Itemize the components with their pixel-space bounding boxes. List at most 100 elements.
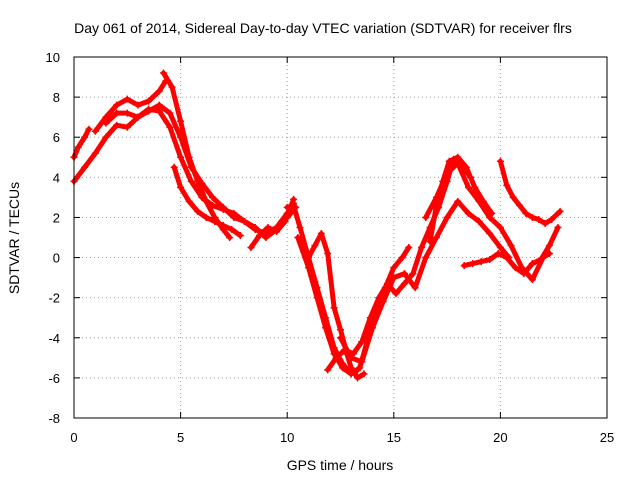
series-line	[248, 196, 297, 251]
data-point	[339, 364, 347, 372]
x-tick-label: 0	[70, 430, 77, 445]
data-point	[432, 193, 440, 201]
data-point	[177, 117, 185, 125]
data-point	[418, 244, 426, 252]
y-axis-label: SDTVAR / TECUs	[6, 182, 22, 294]
data-point	[366, 314, 374, 322]
data-point	[486, 213, 494, 221]
data-point	[528, 213, 536, 221]
series-track-7	[247, 195, 298, 252]
data-point	[422, 213, 430, 221]
data-point	[330, 304, 338, 312]
y-tick-label: 6	[53, 130, 60, 145]
data-point	[166, 109, 174, 117]
y-tick-label: -4	[48, 331, 60, 346]
data-point	[494, 250, 502, 258]
data-point	[251, 223, 259, 231]
data-point	[290, 195, 298, 203]
data-point	[390, 264, 398, 272]
data-point	[194, 177, 202, 185]
data-point	[91, 149, 99, 157]
data-point	[454, 153, 462, 161]
data-point	[247, 244, 255, 252]
data-point	[516, 201, 524, 209]
data-point	[262, 234, 270, 241]
data-point	[283, 203, 291, 211]
data-point	[454, 159, 462, 167]
data-point	[168, 83, 176, 91]
data-point	[541, 219, 549, 227]
data-point	[311, 278, 319, 286]
data-point	[464, 209, 472, 217]
data-point	[392, 290, 400, 298]
data-point	[219, 203, 227, 211]
data-point	[170, 163, 178, 171]
data-point	[177, 153, 185, 161]
series-line	[312, 279, 339, 361]
data-point	[475, 197, 483, 205]
data-point	[230, 213, 238, 221]
data-point	[511, 264, 519, 272]
data-point	[426, 238, 434, 246]
data-point	[332, 354, 340, 362]
data-point	[290, 201, 298, 209]
data-point	[91, 127, 99, 135]
data-point	[209, 193, 217, 201]
data-point	[81, 163, 89, 171]
data-point	[496, 244, 504, 252]
data-point	[324, 366, 332, 374]
data-point	[398, 254, 406, 262]
data-point	[522, 209, 530, 217]
data-point	[409, 270, 417, 278]
data-point	[211, 217, 219, 225]
series-line	[71, 126, 92, 160]
data-point	[113, 109, 121, 117]
data-point	[228, 225, 236, 233]
data-point	[360, 370, 368, 378]
data-point	[537, 256, 545, 264]
plot-frame	[73, 56, 608, 419]
data-point	[326, 334, 334, 342]
data-point	[443, 213, 451, 221]
data-point	[74, 143, 82, 151]
data-point	[390, 274, 398, 282]
data-point	[305, 264, 313, 272]
y-tick-label: -8	[48, 411, 60, 426]
data-point	[469, 260, 477, 268]
data-point	[432, 234, 440, 241]
data-point	[556, 207, 564, 215]
data-point	[477, 258, 485, 266]
axis-ticks: 0 5 10 15 20 25 -8 -6 -4 -2 0 2 4 6 8 10	[46, 50, 615, 445]
data-point	[155, 87, 163, 95]
data-point	[486, 256, 494, 264]
data-point	[400, 270, 408, 278]
data-point	[471, 183, 479, 191]
data-point	[507, 242, 515, 250]
series-track-17	[496, 157, 564, 227]
data-point	[202, 197, 210, 205]
data-point	[358, 338, 366, 346]
data-point	[368, 324, 376, 332]
data-point	[123, 95, 131, 103]
series-line	[497, 158, 563, 226]
data-point	[528, 276, 536, 284]
series-track-1	[70, 125, 93, 161]
data-point	[475, 217, 483, 225]
data-point	[145, 97, 153, 105]
data-point	[281, 217, 289, 225]
data-point	[405, 244, 413, 252]
x-tick-label: 15	[387, 430, 401, 445]
data-point	[85, 125, 93, 133]
data-point	[134, 101, 142, 109]
data-point	[134, 113, 142, 121]
data-point	[194, 207, 202, 215]
data-point	[241, 217, 249, 225]
data-point	[548, 215, 556, 223]
data-point	[81, 133, 89, 141]
data-point	[145, 107, 153, 115]
y-tick-label: 4	[53, 170, 60, 185]
data-point	[528, 260, 536, 268]
y-tick-label: -6	[48, 371, 60, 386]
